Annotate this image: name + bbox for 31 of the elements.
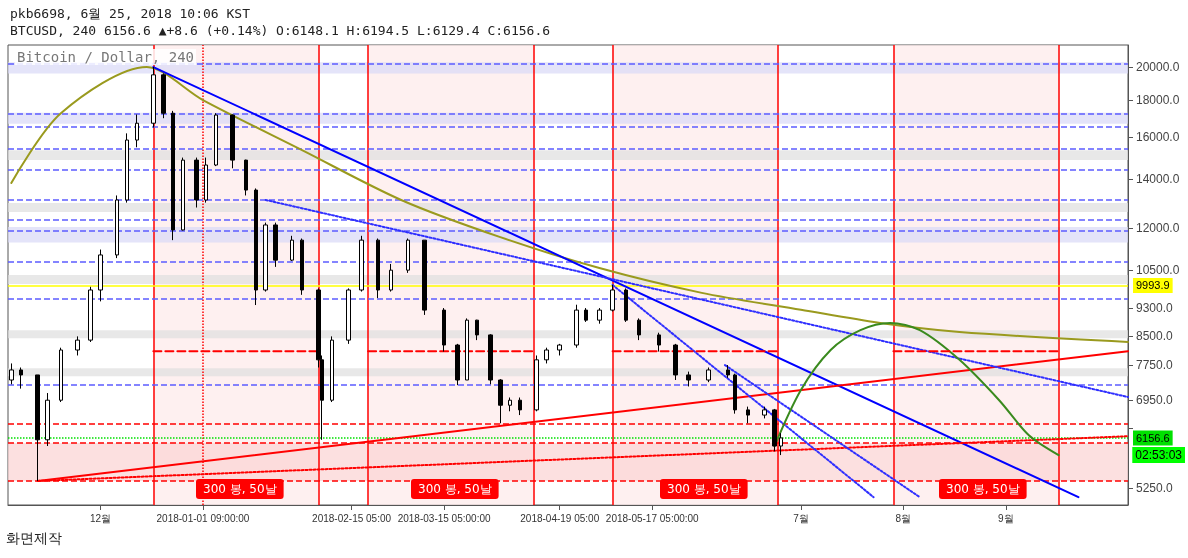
chart-subtitle: BTCUSD, 240 6156.6 ▲+8.6 (+0.14%) O:6148.1 H:6194.5 L:6129.4 C:6156.6: [10, 23, 551, 38]
y-tick-label: 14000.0: [1136, 172, 1180, 187]
y-tick-label: 9300.0: [1136, 301, 1174, 316]
text: 화면제작: [6, 530, 62, 546]
x-tick-label: 12월: [89, 512, 112, 524]
x-tick-label: 9월: [997, 512, 1014, 524]
x-tick-label: 2018-04-19 05:00: [520, 512, 600, 524]
y-tick-label: 10500.0: [1136, 262, 1180, 277]
text: 02:53:03: [1135, 448, 1183, 462]
annotation: Bitcoin / Dollar, 240: [17, 49, 195, 65]
annotation: 300 봉, 50날: [418, 482, 492, 496]
x-tick-label: 2018-03-15 05:00:00: [397, 512, 491, 524]
annotation: 300 봉, 50날: [667, 482, 741, 496]
ref-line-label: 9993.9: [1136, 279, 1170, 292]
x-tick-label: 7월: [793, 512, 809, 524]
y-tick-label: 16000.0: [1136, 130, 1180, 145]
x-tick-label: 2018-05-17 05:00:00: [605, 512, 700, 524]
y-tick-label: 18000.0: [1136, 93, 1180, 108]
annotation: 300 봉, 50날: [203, 482, 277, 496]
y-tick-label: 12000.0: [1136, 220, 1180, 235]
ref-line-label: 6156.6: [1136, 431, 1170, 444]
y-tick-label: 8500.0: [1136, 329, 1174, 344]
y-tick-label: 5250.0: [1136, 481, 1174, 496]
y-tick-label: 6950.0: [1136, 392, 1174, 407]
x-tick-label: 8월: [895, 512, 912, 524]
chart-title: pkb6698, 6월 25, 2018 10:06 KST: [10, 6, 251, 21]
y-tick-label: 7750.0: [1136, 358, 1174, 373]
annotation: 300 봉, 50날: [946, 482, 1020, 496]
x-tick-label: 2018-01-01 09:00:00: [156, 512, 250, 524]
x-tick-label: 2018-02-15 05:00: [312, 512, 392, 524]
y-tick-label: 20000.0: [1136, 60, 1180, 75]
